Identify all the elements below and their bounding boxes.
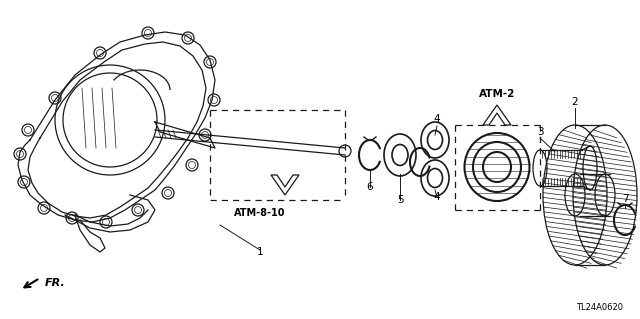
Text: 1: 1 (257, 247, 263, 257)
Text: 3: 3 (537, 127, 543, 137)
Text: 5: 5 (397, 195, 403, 205)
Text: 4: 4 (434, 114, 440, 124)
Text: ATM-2: ATM-2 (479, 89, 515, 99)
Text: 4: 4 (434, 192, 440, 202)
Text: ATM-8-10: ATM-8-10 (234, 208, 285, 218)
Text: 7: 7 (621, 194, 628, 204)
Text: FR.: FR. (45, 278, 66, 288)
Text: 2: 2 (572, 97, 579, 107)
Text: 6: 6 (367, 182, 373, 192)
Text: TL24A0620: TL24A0620 (577, 303, 623, 312)
